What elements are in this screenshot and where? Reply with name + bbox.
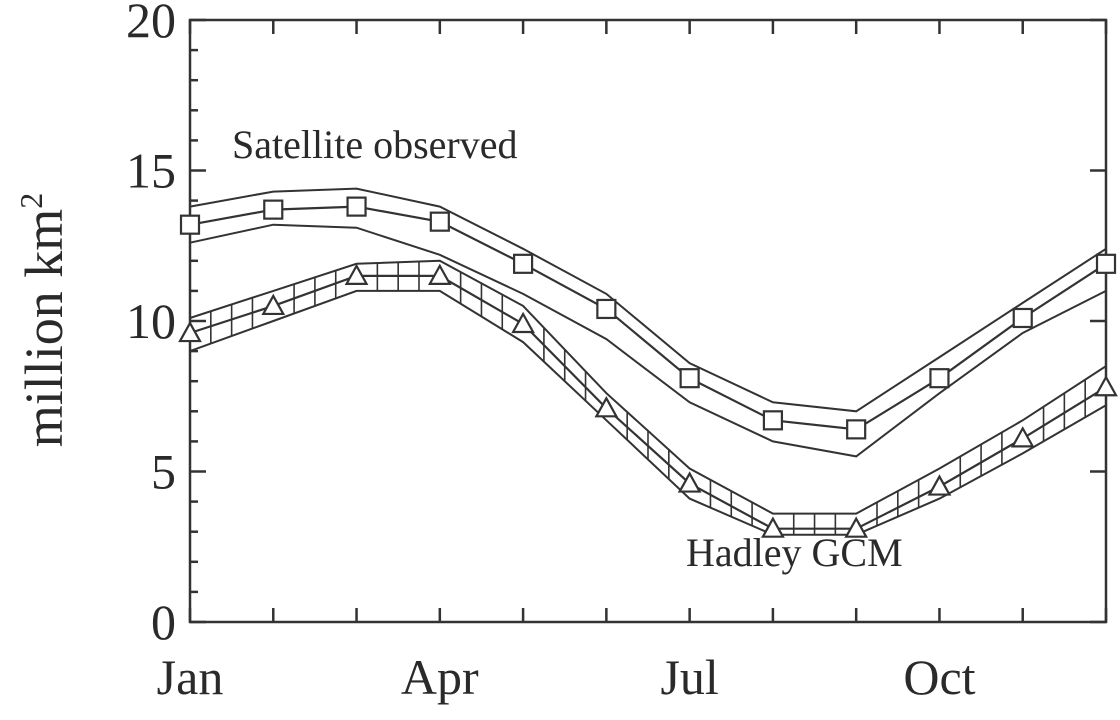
- annotation-hadley-gcm: Hadley GCM: [686, 530, 903, 575]
- square-marker: [762, 410, 784, 431]
- triangle-marker: [178, 320, 202, 343]
- annotation-satellite-observed: Satellite observed: [232, 122, 517, 167]
- triangle-marker: [261, 293, 286, 316]
- square-marker: [1012, 307, 1033, 329]
- square-marker: [929, 368, 950, 389]
- y-axis-label: million km2: [13, 193, 74, 448]
- triangle-marker: [344, 263, 369, 285]
- labels: million km2 Satellite observed Hadley GC…: [13, 122, 903, 575]
- square-marker: [346, 196, 367, 217]
- square-marker: [179, 214, 201, 235]
- series-line: [189, 274, 1107, 530]
- x-tick-label: Oct: [903, 649, 975, 705]
- square-marker: [512, 253, 534, 274]
- triangle-marker: [677, 471, 702, 493]
- series-lower-bound: [189, 223, 1107, 458]
- series-line: [189, 205, 1107, 431]
- triangle-marker: [844, 516, 869, 538]
- series-1: [178, 259, 1118, 538]
- y-axis-label-superscript: 2: [13, 193, 49, 209]
- triangle-marker: [511, 311, 535, 334]
- square-marker: [1095, 253, 1117, 274]
- triangle-marker: [594, 396, 619, 418]
- x-tick-label: Apr: [401, 649, 479, 705]
- axes: 0 5 10 15 20 Jan Apr Jul Oct: [126, 0, 1108, 705]
- series-0: [179, 187, 1117, 458]
- series-layer: [178, 187, 1118, 538]
- triangle-marker: [761, 516, 785, 538]
- y-tick-label: 20: [126, 0, 176, 48]
- triangle-marker: [427, 263, 452, 285]
- triangle-marker: [1094, 374, 1118, 397]
- y-tick-label: 15: [126, 143, 176, 199]
- square-marker: [679, 368, 700, 389]
- square-marker: [846, 419, 867, 440]
- x-tick-label: Jul: [660, 649, 718, 705]
- y-tick-label: 10: [126, 293, 176, 349]
- plot-frame: [188, 18, 1108, 624]
- square-marker: [596, 298, 617, 320]
- square-marker: [429, 211, 450, 232]
- series-upper-bound: [189, 259, 1107, 515]
- x-tick-label: Jan: [157, 649, 224, 705]
- triangle-marker: [1010, 426, 1035, 448]
- triangle-marker: [927, 474, 952, 496]
- y-tick-label: 5: [151, 444, 176, 500]
- square-marker: [263, 199, 284, 220]
- y-tick-label: 0: [151, 594, 176, 650]
- series-upper-bound: [189, 187, 1107, 413]
